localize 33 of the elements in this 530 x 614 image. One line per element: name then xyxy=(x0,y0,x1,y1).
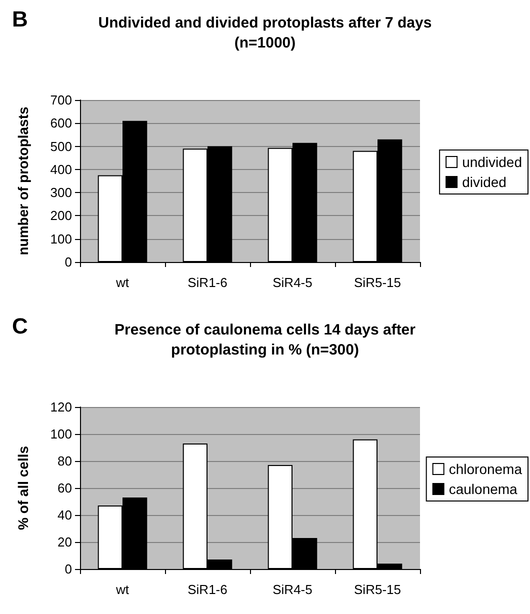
y-tick-label: 40 xyxy=(58,508,72,522)
y-tick-label: 100 xyxy=(50,426,72,442)
y-axis-title: number of protoplasts xyxy=(15,106,31,256)
y-tick-label: 0 xyxy=(64,254,72,270)
chart-title: Presence of caulonema cells 14 days after protoplasting in % (n=300) xyxy=(114,322,416,358)
y-tick-label: 700 xyxy=(50,92,72,108)
y-tick-label: 60 xyxy=(58,480,72,496)
x-tick-label: SiR5-15 xyxy=(354,582,401,597)
y-tick-label: 80 xyxy=(58,454,72,468)
legend-label: chloronema xyxy=(448,461,522,477)
y-tick-label: 100 xyxy=(50,231,72,246)
legend-label: caulonema xyxy=(448,481,518,497)
x-tick-label: SiR1-6 xyxy=(188,275,228,290)
x-tick-label: wt xyxy=(115,582,130,597)
y-tick-label: 0 xyxy=(64,562,72,576)
text: C xyxy=(12,314,28,338)
chart-title: Undivided and divided protoplasts after 7 days (n=1000) xyxy=(98,14,432,52)
x-tick-label: SiR4-5 xyxy=(272,582,312,597)
y-tick-label: 120 xyxy=(50,400,72,414)
y-axis-title: % of all cells xyxy=(15,446,31,530)
y-tick-label: 600 xyxy=(50,116,72,131)
legend-label: divided xyxy=(462,174,506,190)
x-tick-label: SiR1-6 xyxy=(188,582,228,597)
y-tick-label: 20 xyxy=(58,534,72,550)
y-tick-label: 300 xyxy=(50,185,72,200)
x-tick-label: SiR4-5 xyxy=(272,275,312,290)
y-tick-label: 200 xyxy=(50,208,72,224)
text: B xyxy=(12,6,28,32)
y-tick-label: 400 xyxy=(50,162,72,177)
x-tick-label: wt xyxy=(115,275,130,290)
legend-label: undivided xyxy=(462,154,522,170)
x-tick-label: SiR5-15 xyxy=(354,275,401,290)
y-tick-label: 500 xyxy=(50,138,72,154)
